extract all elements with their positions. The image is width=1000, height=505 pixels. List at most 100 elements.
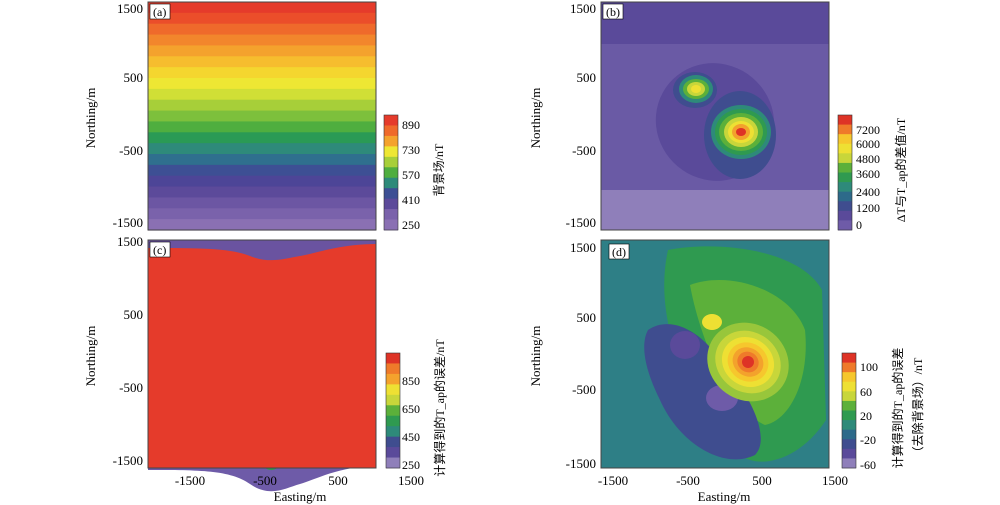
panel-c-colorbar-cell [386,405,400,417]
panel-c-colorbar-cell [386,353,400,364]
panel-c-colorbar-tick: 250 [402,458,420,472]
panel-a-band [148,208,376,220]
panel-b-frame [600,1,830,231]
panel-a-colorbar-cell [384,209,398,220]
panel-b-anomaly-1 [691,85,701,93]
panel-c-ytick: 1500 [117,234,143,249]
panel-d-colorbar-cell [842,391,856,402]
panel-d-colorbar-tick: 60 [860,385,872,399]
panel-b-colorbar-cell [838,134,852,145]
panel-b-colorbar-cell [838,201,852,212]
panel-a-heatmap [148,2,376,231]
panel-b-ytick: -500 [572,143,596,158]
panel-a-colorbar-tick: 730 [402,143,420,157]
panel-c-xlabel: Easting/m [274,489,327,504]
panel-d: (d) 1500 500 -500 -1500 -1500 -500 500 1… [528,239,925,504]
panel-c-frame [147,239,377,469]
panel-d-colorbar-label-line2: （去除背景场）/nT [910,357,925,458]
panel-a-colorbar-cell [384,146,398,158]
panel-b-ytick: 500 [577,70,597,85]
panel-a-band [148,164,376,177]
panel-a-band [148,175,376,188]
panel-c-colorbar-cell [386,447,400,458]
panel-d-colorbar-tick: 20 [860,409,872,423]
panel-b-colorbar-tick: 1200 [856,201,880,215]
panel-d-ytick: -1500 [566,456,596,471]
panel-c-colorbar [385,352,401,469]
panel-d-colorbar-cell [842,410,856,421]
panel-d-tag-box [608,243,630,260]
panel-a-colorbar-cell [384,188,398,200]
panel-d-xlabel: Easting/m [698,489,751,504]
panel-d-colorbar-cell [842,420,856,431]
panel-b-colorbar-cell [838,220,852,231]
panel-a-colorbar-cell [384,198,398,210]
panel-c-colorbar-cell [386,363,400,375]
panel-d-colorbar-label-line1: 计算得到的T_ap的误差 [890,348,905,469]
panel-d-colorbar-cell [842,400,856,411]
panel-b-anomaly-2 [736,128,746,136]
panel-d-positive-anomaly [742,356,754,368]
panel-b-contour [601,190,829,230]
panel-d-colorbar-tick: -60 [860,458,876,472]
panel-b-colorbar-tick: 4800 [856,152,880,166]
panel-c-band [148,244,376,468]
panel-d-xtick: -500 [676,473,700,488]
panel-c-ylabel: Northing/m [83,326,98,387]
panel-c-tag-box [149,241,171,258]
panel-d-xtick: -1500 [598,473,628,488]
panel-d-ytick: 1500 [570,240,596,255]
panel-a-band [148,23,376,36]
panel-d-colorbar-tick: 100 [860,360,878,374]
panel-c-xtick: 1500 [398,473,424,488]
panel-c-colorbar-frame [385,352,401,469]
panel-b-colorbar-cell [838,124,852,135]
panel-a-ylabel: Northing/m [83,88,98,149]
panel-c-colorbar-cell [386,394,400,406]
panel-a-band [148,2,376,14]
panel-b-colorbar-cell [838,210,852,221]
panel-c-colorbar-cell [386,373,400,385]
panel-c-xtick: 500 [328,473,348,488]
panel-d-colorbar-cell [842,372,856,383]
panel-c-colorbar-tick: 450 [402,430,420,444]
panel-a-ytick: 1500 [117,1,143,16]
panel-a-tag: (a) [153,5,166,19]
panel-d-ytick: -500 [572,382,596,397]
panel-c-colorbar-label: 计算得到的T_ap的误差/nT [432,339,447,477]
panel-d-negative-lobe [644,324,761,460]
panel-b-colorbar-cell [838,172,852,183]
panel-a-band [148,197,376,209]
panel-a-colorbar-cell [384,219,398,231]
panel-a-colorbar-cell [384,167,398,179]
panel-a-colorbar-frame [383,114,399,231]
panel-d-negative-lobe [670,331,700,359]
panel-a-colorbar-cell [384,177,398,189]
panel-b-colorbar [837,114,853,231]
panel-c-colorbar-tick: 850 [402,374,420,388]
panel-d-colorbar-cell [842,362,856,373]
panel-b-ylabel: Northing/m [528,88,543,149]
panel-a-ytick: 500 [124,70,144,85]
panel-d-ytick: 500 [577,310,597,325]
panel-a-band [148,121,376,133]
panel-a-band [148,45,376,57]
panel-b-colorbar-tick: 0 [856,218,862,232]
panel-a-colorbar-cell [384,115,398,126]
panel-a-band [148,110,376,123]
panel-a-band [148,219,376,231]
panel-b-colorbar-tick: 7200 [856,123,880,137]
panel-a-band [148,186,376,199]
panel-c-tag: (c) [153,243,166,257]
panel-d-ylabel: Northing/m [528,326,543,387]
panel-b-tag-box [602,3,624,20]
panel-d-colorbar-cell [842,429,856,440]
panel-b-ytick: -1500 [566,215,596,230]
panel-a-band [148,56,376,68]
panel-b: (b) 1500 500 -500 -1500 Northing/m 7200 … [528,1,908,232]
panel-c-xtick: -1500 [175,473,205,488]
panel-b-colorbar-cell [838,182,852,193]
panel-c-colorbar-cell [386,415,400,427]
panel-b-tag: (b) [606,5,620,19]
